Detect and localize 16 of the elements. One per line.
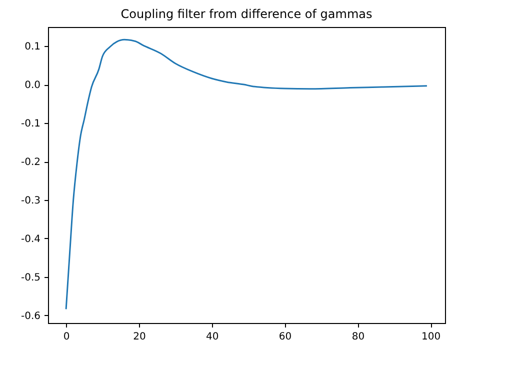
chart-title: Coupling filter from difference of gammas [120,7,372,21]
x-tick-label: 0 [63,332,70,342]
x-tick-label: 40 [206,332,219,342]
y-tick-label: -0.4 [20,234,40,245]
x-tick-label: 60 [278,332,292,342]
x-tick-label: 100 [422,332,441,342]
y-tick-label: -0.1 [20,118,40,130]
y-tick-label: 0.1 [24,42,40,53]
y-tick-label: -0.5 [20,272,40,284]
y-tick-label: -0.2 [20,157,40,168]
line-series [65,38,428,310]
x-tick-label: 80 [352,332,365,342]
y-tick-label: -0.6 [20,310,40,322]
y-tick-label: 0.0 [24,80,40,92]
y-tick-label: -0.3 [20,195,40,206]
x-tick-label: 20 [133,332,146,342]
